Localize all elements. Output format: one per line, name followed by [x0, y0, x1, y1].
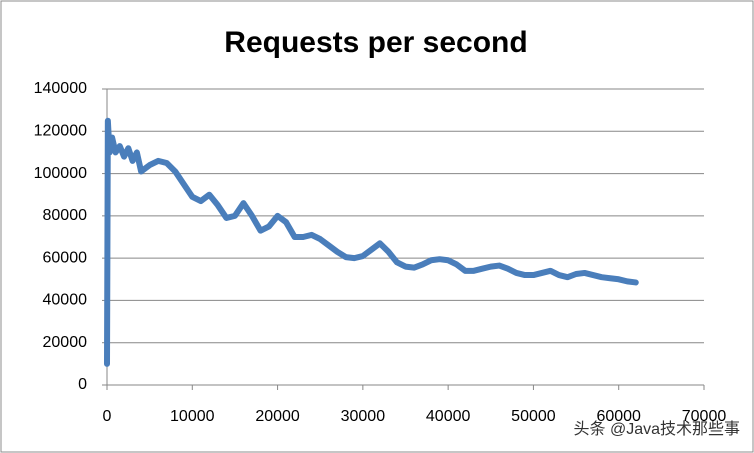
- y-tick-label: 80000: [43, 207, 88, 224]
- y-tick-label: 40000: [43, 292, 88, 309]
- x-tick-label: 30000: [341, 408, 386, 425]
- x-tick-label: 0: [103, 408, 112, 425]
- x-tick-label: 60000: [596, 408, 641, 425]
- y-tick-label: 100000: [34, 165, 87, 182]
- x-tick-label: 20000: [255, 408, 300, 425]
- y-tick-label: 20000: [43, 334, 88, 351]
- chart-title: Requests per second: [224, 26, 527, 59]
- x-tick-label: 10000: [170, 408, 215, 425]
- watermark: 头条 @Java技术那些事: [574, 420, 741, 438]
- y-tick-label: 60000: [43, 249, 88, 266]
- x-tick-label: 40000: [426, 408, 471, 425]
- y-tick-label: 120000: [34, 123, 87, 140]
- y-tick-label: 0: [78, 376, 87, 393]
- y-tick-label: 140000: [34, 80, 87, 97]
- x-tick-label: 70000: [682, 408, 727, 425]
- x-tick-label: 50000: [511, 408, 556, 425]
- line-series: [104, 117, 639, 367]
